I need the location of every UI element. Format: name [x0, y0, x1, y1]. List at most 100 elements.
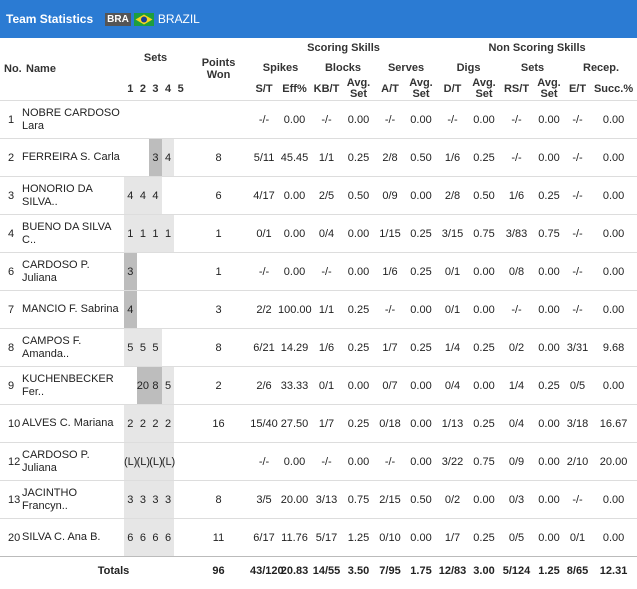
- sub-header: Avg. Set: [346, 77, 371, 100]
- stat: 3.00: [468, 556, 501, 585]
- player-no: 9: [0, 366, 22, 405]
- stat: 12/83: [437, 556, 469, 585]
- player-no: 3: [0, 176, 22, 215]
- player-no: 1: [0, 100, 22, 139]
- stat: -/-: [250, 100, 279, 139]
- set-cell: 3: [149, 138, 162, 177]
- stat: 1/7: [375, 328, 406, 367]
- stat: -/-: [311, 100, 343, 139]
- stat: 1/4: [437, 328, 469, 367]
- player-row: 1 NOBRE CARDOSO Lara -/- 0.00 -/- 0.00 -/- 0.00…: [0, 100, 637, 139]
- set-cell: 1: [161, 214, 175, 253]
- stat: 3/22: [437, 442, 469, 481]
- stat: 1.25: [342, 518, 376, 557]
- set-cell: 3: [124, 480, 137, 519]
- player-no: 20: [0, 518, 22, 557]
- stat: 100.00: [278, 290, 312, 329]
- stat: 0.50: [342, 176, 376, 215]
- points: 8: [187, 328, 251, 367]
- points: 1: [187, 252, 251, 291]
- set-cell: [174, 480, 188, 519]
- stat: 0/7: [375, 366, 406, 405]
- set-cell: 3: [149, 480, 162, 519]
- player-no: 2: [0, 138, 22, 177]
- stat: -/-: [250, 252, 279, 291]
- set-cell: [161, 328, 175, 367]
- set-number: 1: [127, 83, 134, 95]
- stat: 0.00: [278, 214, 312, 253]
- skill-header: Blocks: [324, 62, 362, 74]
- group-header: Scoring Skills: [307, 42, 380, 54]
- stat: 20.83: [278, 556, 312, 585]
- player-name: MANCIO F. Sabrina: [22, 290, 124, 329]
- stat: 0.00: [405, 290, 438, 329]
- set-number: 4: [165, 83, 172, 95]
- stat: -/-: [565, 100, 591, 139]
- stat: 0.00: [468, 100, 501, 139]
- set-cell: 1: [149, 214, 162, 253]
- sub-header: Avg. Set: [537, 77, 561, 100]
- player-name: CAMPOS F. Amanda..: [22, 328, 124, 367]
- stat: 0.00: [468, 366, 501, 405]
- sub-header: E/T: [568, 82, 587, 95]
- player-name: JACINTHO Francyn..: [22, 480, 124, 519]
- player-name: BUENO DA SILVA C..: [22, 214, 124, 253]
- stat: 14.29: [278, 328, 312, 367]
- sub-header: Avg. Set: [472, 77, 496, 100]
- stat: 11.76: [278, 518, 312, 557]
- set-cell: 3: [161, 480, 175, 519]
- stat: 0/3: [500, 480, 534, 519]
- points: 96: [187, 556, 251, 585]
- stat: -/-: [311, 252, 343, 291]
- set-cell: [174, 366, 188, 405]
- stat: 0.00: [342, 100, 376, 139]
- stat: 0.00: [590, 480, 637, 519]
- player-row: 12 CARDOSO P. Juliana (L) (L) (L) (L) -/- 0.00-…: [0, 442, 637, 481]
- stat: 0.00: [533, 480, 566, 519]
- stat: 0.25: [468, 138, 501, 177]
- stat: 12.31: [590, 556, 637, 585]
- set-number: 2: [139, 83, 146, 95]
- player-name: ALVES C. Mariana: [22, 404, 124, 443]
- stat: 16.67: [590, 404, 637, 443]
- stat: 0.50: [468, 176, 501, 215]
- stat: 0.00: [590, 366, 637, 405]
- sub-header: RS/T: [503, 82, 530, 95]
- stat: 0.00: [278, 100, 312, 139]
- stat: 0.00: [533, 518, 566, 557]
- stat: 3.50: [342, 556, 376, 585]
- stat: 0.00: [405, 366, 438, 405]
- stat: 1.25: [533, 556, 566, 585]
- stat: 3/18: [565, 404, 591, 443]
- set-cell: [161, 290, 175, 329]
- set-cell: 6: [136, 518, 150, 557]
- set-number: 3: [152, 83, 159, 95]
- stat: 15/40: [250, 404, 279, 443]
- player-row: 20 SILVA C. Ana B. 6 6 6 6 11 6/17 11.76 5/17 1.25…: [0, 518, 637, 557]
- stat: 0.00: [342, 214, 376, 253]
- sub-header: A/T: [381, 82, 399, 95]
- set-cell: 5: [136, 328, 150, 367]
- stat: 0/1: [437, 252, 469, 291]
- stat: 20.00: [278, 480, 312, 519]
- player-name: NOBRE CARDOSO Lara: [22, 100, 124, 139]
- totals-row: Totals 96 43/120 20.83 14/55 3.50 7/95 1.75 12/8…: [0, 556, 637, 585]
- set-cell: [136, 100, 150, 139]
- stat: 0/8: [500, 252, 534, 291]
- stat: -/-: [437, 100, 469, 139]
- player-row: 8 CAMPOS F. Amanda.. 5 5 5 8 6/21 14.29 1/6 0.25 1…: [0, 328, 637, 367]
- points: 8: [187, 480, 251, 519]
- title: Team Statistics: [6, 12, 94, 26]
- stat: 5/17: [311, 518, 343, 557]
- stat: -/-: [565, 138, 591, 177]
- sub-header: Avg. Set: [409, 77, 433, 100]
- stat: 0.00: [533, 252, 566, 291]
- points: 3: [187, 290, 251, 329]
- player-row: 7 MANCIO F. Sabrina 4 3 2/2 100.00 1/1 0.25 -/- 0…: [0, 290, 637, 329]
- stat: -/-: [565, 176, 591, 215]
- stat: 0.25: [342, 290, 376, 329]
- stat: 0.00: [342, 252, 376, 291]
- totals-label: Totals: [0, 556, 188, 585]
- stat: 0/18: [375, 404, 406, 443]
